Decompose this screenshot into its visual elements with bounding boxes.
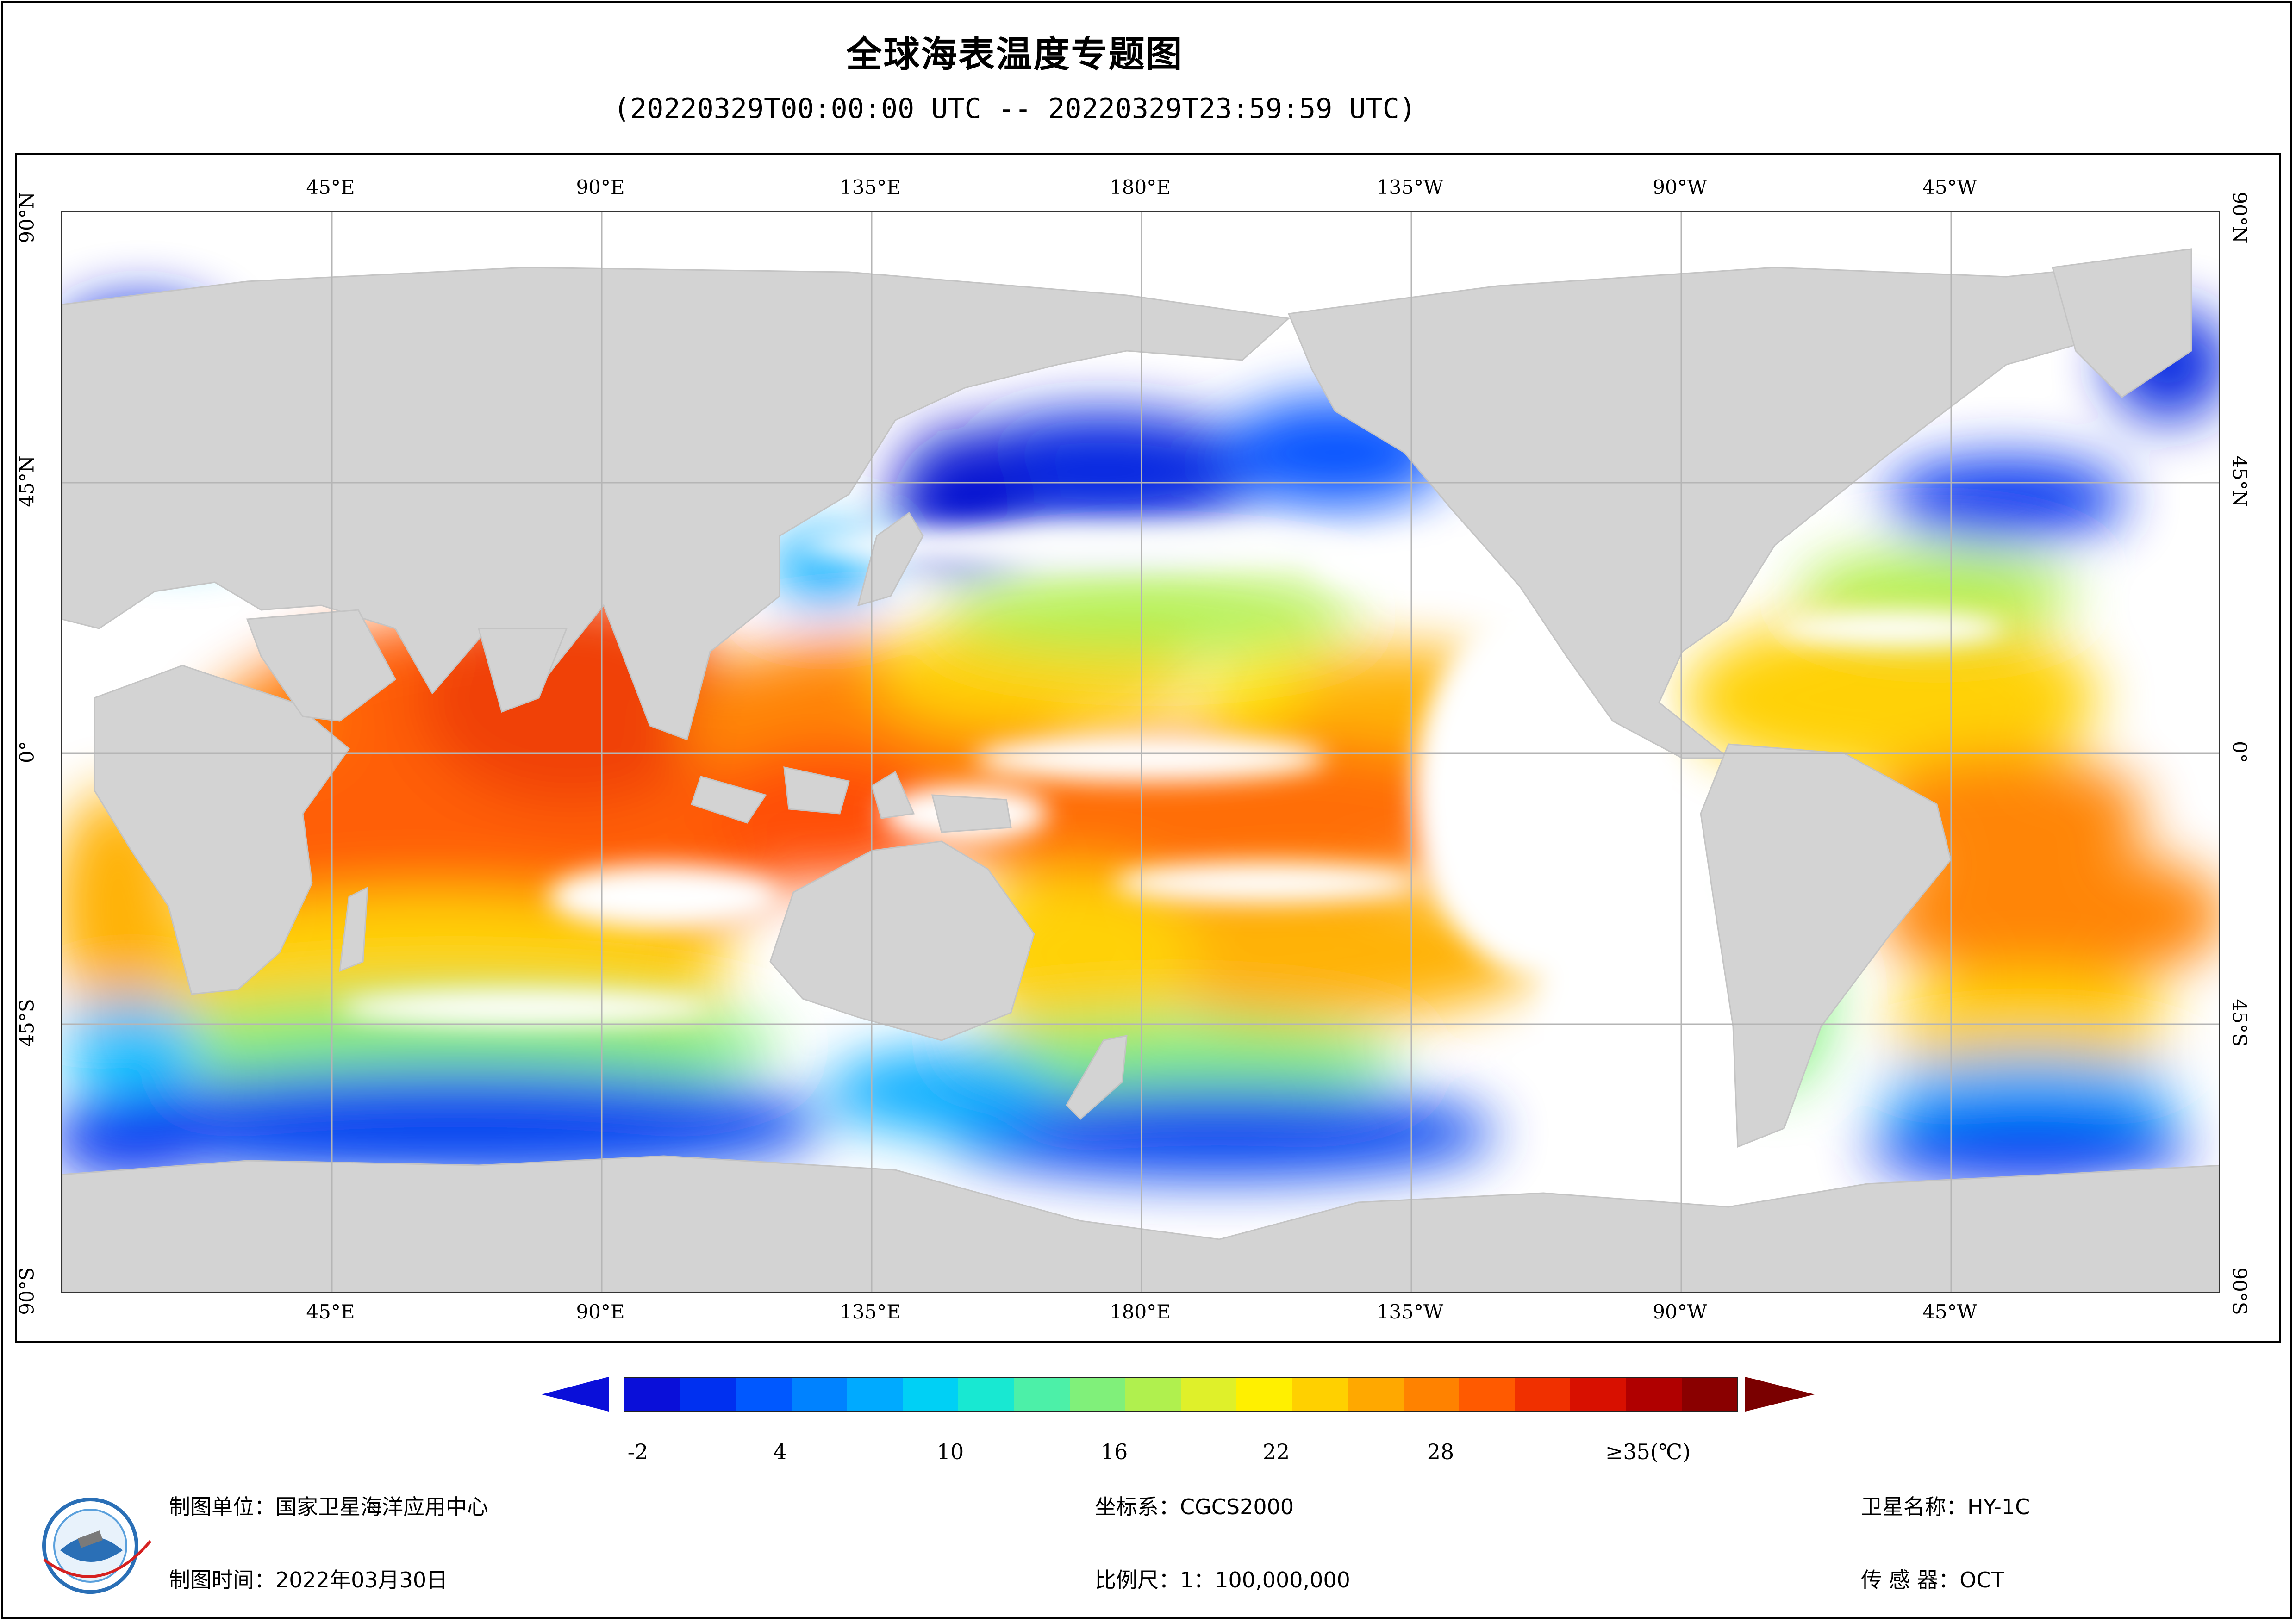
lon-label-bottom-45w: 45°W: [1922, 1300, 1977, 1323]
land-japan: [857, 511, 924, 607]
lon-label-bottom-45e: 45°E: [306, 1300, 355, 1323]
date-info: 制图时间：2022年03月30日: [169, 1567, 448, 1592]
lat-label-left-0: 0°: [15, 741, 38, 763]
crs-info: 坐标系：CGCS2000: [1095, 1494, 1294, 1519]
land-sumatra: [691, 776, 767, 824]
land: [62, 248, 2219, 1292]
legend-color-swatch: [1125, 1378, 1181, 1411]
map-frame: [15, 153, 2281, 1343]
lat-label-right-90s: 90°S: [2228, 1267, 2251, 1315]
legend-over-arrow: [1745, 1377, 1815, 1412]
legend-color-swatch: [1292, 1378, 1348, 1411]
land-india: [478, 628, 568, 713]
sst-map: [61, 211, 2220, 1293]
legend-under-arrow: [542, 1377, 609, 1412]
legend-color-swatch: [1236, 1378, 1292, 1411]
land-madagascar: [339, 886, 368, 972]
legend-color-swatch: [1348, 1378, 1404, 1411]
producer-info: 制图单位：国家卫星海洋应用中心: [169, 1494, 488, 1519]
lon-label-top-180e: 180°E: [1110, 176, 1171, 199]
sst-legend: [539, 1372, 1815, 1428]
lon-label-top-90e: 90°E: [576, 176, 625, 199]
legend-tick: 16: [1100, 1439, 1128, 1464]
lon-label-top-135w: 135°W: [1376, 176, 1444, 199]
legend-color-swatch: [1403, 1378, 1460, 1411]
land-new-zealand: [1066, 1035, 1128, 1120]
lat-label-left-90s: 90°S: [15, 1267, 38, 1315]
land-south-america: [1700, 743, 1952, 1148]
legend-tick: 10: [936, 1439, 964, 1464]
scale-info: 比例尺：1：100,000,000: [1095, 1567, 1350, 1592]
lat-label-left-45s: 45°S: [15, 999, 38, 1047]
legend-color-swatch: [847, 1378, 903, 1411]
legend-color-swatch: [1459, 1378, 1515, 1411]
legend-color-swatch: [680, 1378, 736, 1411]
legend-tick: -2: [627, 1439, 649, 1464]
lon-label-bottom-90e: 90°E: [576, 1300, 625, 1323]
lat-label-left-45n: 45°N: [15, 455, 38, 507]
lat-label-right-45s: 45°S: [2228, 999, 2251, 1047]
land-arabia: [246, 609, 396, 722]
land-sulawesi: [871, 771, 915, 819]
legend-color-ramp: [624, 1377, 1738, 1412]
map-title: 全球海表温度专题图: [846, 34, 1184, 75]
lon-label-top-135e: 135°E: [840, 176, 901, 199]
lat-label-left-90n: 90°N: [15, 192, 38, 243]
legend-tick: ≥35(℃): [1605, 1439, 1691, 1464]
satellite-info: 卫星名称：HY-1C: [1861, 1494, 2030, 1519]
legend-color-swatch: [1014, 1378, 1070, 1411]
graticule: [62, 212, 2219, 1292]
legend-color-swatch: [903, 1378, 959, 1411]
nsoas-logo-icon: [42, 1498, 152, 1594]
legend-color-swatch: [1069, 1378, 1125, 1411]
sensor-info: 传 感 器：OCT: [1861, 1567, 2004, 1592]
lat-label-right-0: 0°: [2228, 741, 2251, 763]
lon-label-bottom-135w: 135°W: [1376, 1300, 1444, 1323]
legend-tick: 4: [773, 1439, 787, 1464]
time-range-subtitle: (20220329T00:00:00 UTC -- 20220329T23:59…: [613, 93, 1416, 125]
legend-tick: 22: [1262, 1439, 1290, 1464]
sst-map-svg: [62, 212, 2219, 1292]
land-eurasia: [62, 267, 1291, 740]
land-australia: [769, 840, 1035, 1041]
land-new-guinea: [931, 794, 1012, 833]
land-borneo: [783, 766, 850, 815]
sst-field: [62, 300, 2219, 1184]
legend-over-triangle: [1745, 1377, 1815, 1412]
lon-label-bottom-90w: 90°W: [1653, 1300, 1707, 1323]
legend-color-swatch: [1515, 1378, 1571, 1411]
legend-color-swatch: [958, 1378, 1014, 1411]
lon-label-bottom-180e: 180°E: [1110, 1300, 1171, 1323]
lon-label-bottom-135e: 135°E: [840, 1300, 901, 1323]
legend-tick: 28: [1427, 1439, 1454, 1464]
legend-color-swatch: [736, 1378, 792, 1411]
legend-color-swatch: [624, 1378, 680, 1411]
lon-label-top-45e: 45°E: [306, 176, 355, 199]
legend-color-swatch: [1181, 1378, 1237, 1411]
legend-under-triangle: [542, 1377, 609, 1412]
legend-color-swatch: [1570, 1378, 1626, 1411]
legend-color-swatch: [1626, 1378, 1682, 1411]
lat-label-right-90n: 90°N: [2228, 192, 2251, 243]
lat-label-right-45n: 45°N: [2228, 455, 2251, 507]
land-greenland: [2052, 248, 2192, 398]
legend-color-swatch: [1681, 1378, 1738, 1411]
legend-color-swatch: [791, 1378, 847, 1411]
lon-label-top-90w: 90°W: [1653, 176, 1707, 199]
lon-label-top-45w: 45°W: [1922, 176, 1977, 199]
